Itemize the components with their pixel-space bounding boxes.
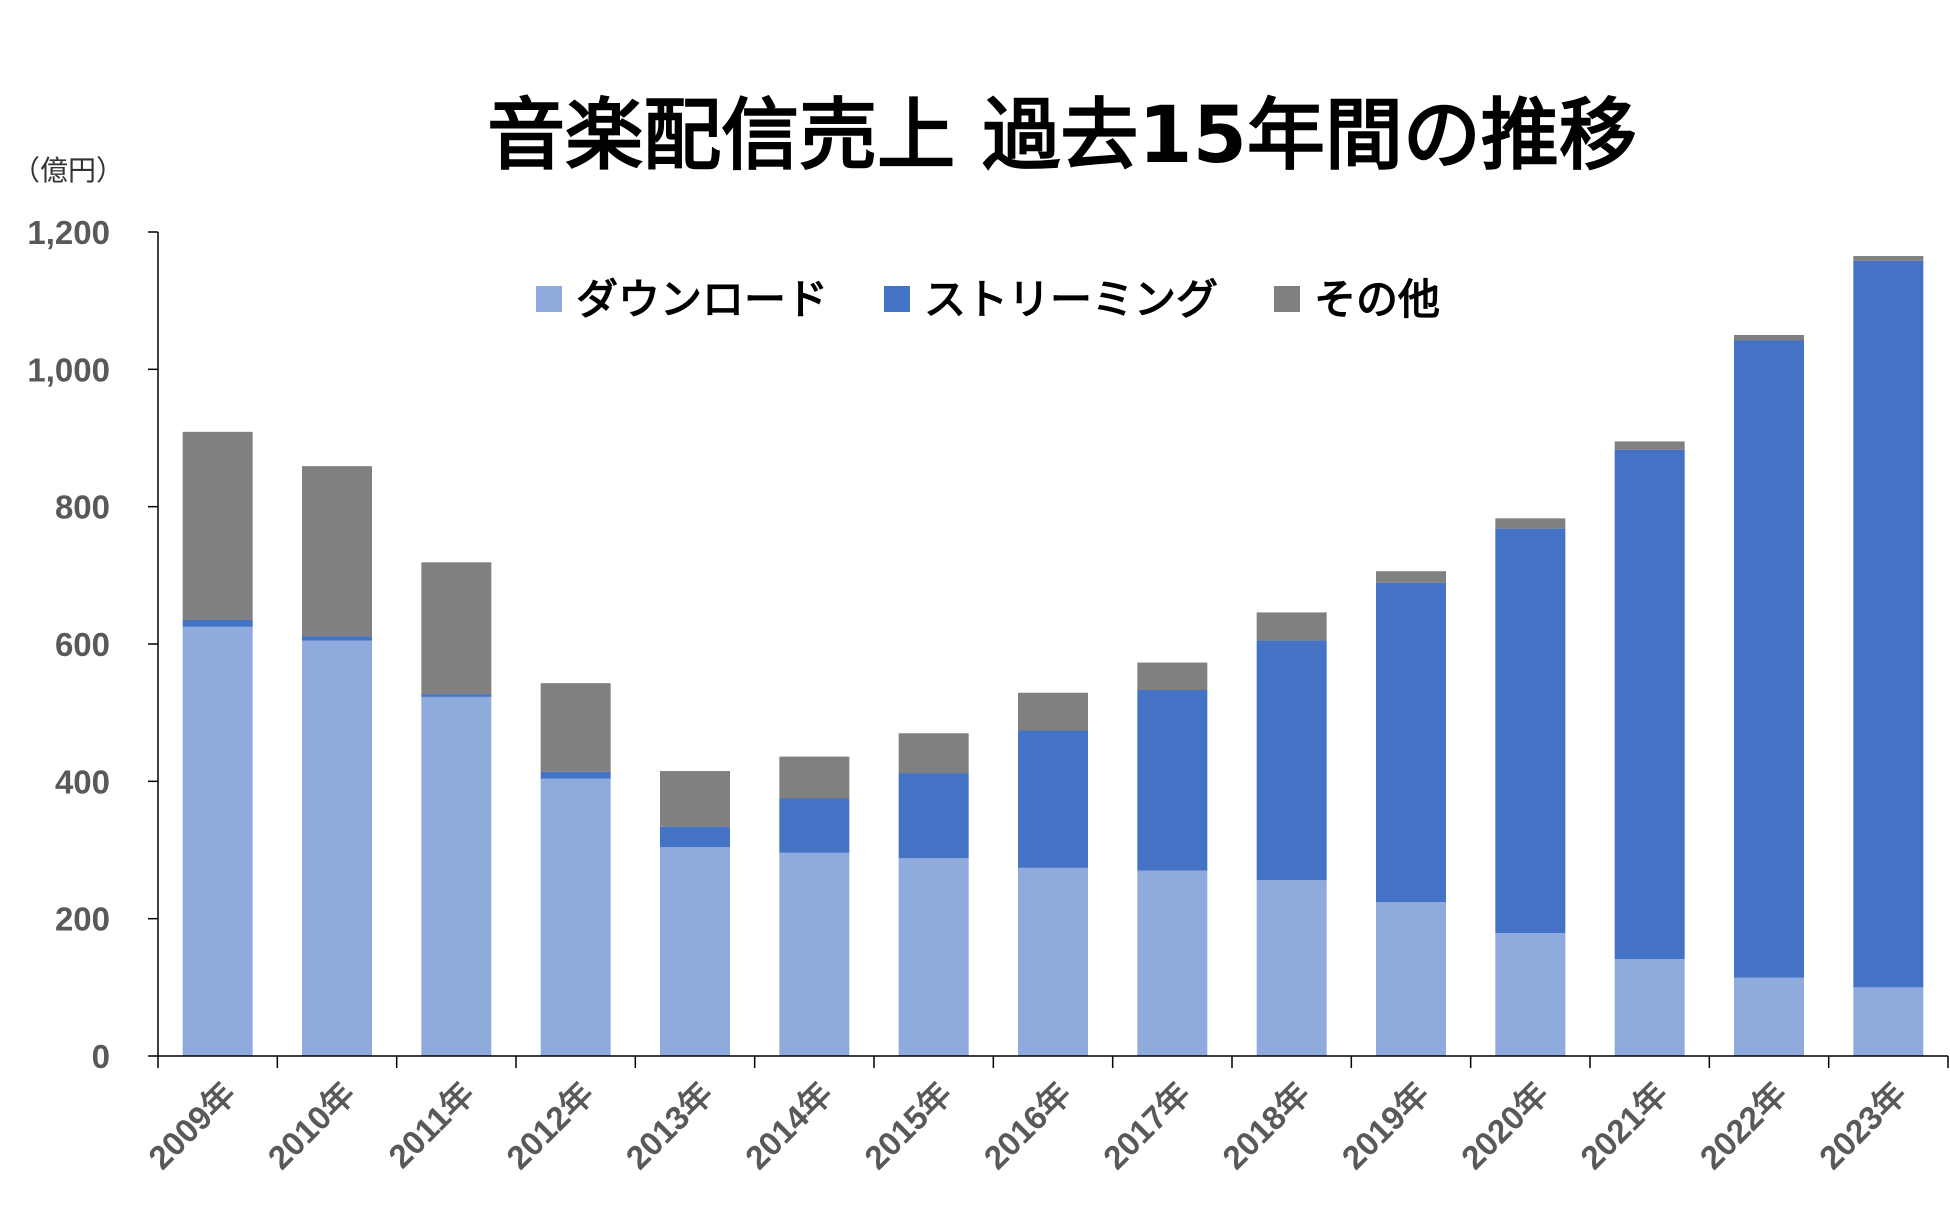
bar-segment-series-0-10 [1376,902,1446,1056]
y-tick-label: 800 [55,489,110,526]
legend-swatch-series-2 [1274,286,1300,312]
bar-segment-series-0-4 [660,847,730,1056]
y-tick-label: 1,200 [27,214,110,251]
legend-swatch-series-0 [536,286,562,312]
bar-segment-series-0-1 [302,640,372,1056]
bars-group [182,256,1924,1056]
bar-segment-series-1-0 [182,619,253,627]
bar-segment-series-1-13 [1734,340,1804,978]
bar-segment-series-1-8 [1137,690,1208,871]
legend-label-series-2: その他 [1314,275,1440,324]
bar-segment-series-1-3 [540,771,611,779]
bar-segment-series-1-6 [898,773,969,859]
bar-segment-series-2-12 [1614,441,1685,450]
bar-segment-series-2-6 [898,733,969,774]
y-tick-label: 600 [55,626,110,663]
bar-segment-series-2-14 [1853,256,1924,261]
bar-segment-series-2-2 [421,562,492,695]
bar-segment-series-2-9 [1256,612,1327,641]
bar-segment-series-1-9 [1256,640,1327,881]
bar-segment-series-0-6 [898,858,969,1056]
bar-segment-series-2-4 [660,771,730,827]
bar-segment-series-0-7 [1018,867,1088,1056]
bar-segment-series-0-14 [1853,987,1924,1056]
bar-segment-series-2-7 [1018,692,1088,731]
bar-segment-series-2-0 [182,431,253,620]
bar-segment-series-1-12 [1614,449,1685,960]
bar-segment-series-1-7 [1018,730,1088,868]
bar-segment-series-0-9 [1256,880,1327,1056]
bar-segment-series-1-2 [421,694,492,697]
bar-segment-series-1-5 [779,798,850,853]
bar-segment-series-2-13 [1734,335,1804,341]
y-unit-label: （億円） [12,154,124,187]
bar-segment-series-0-8 [1137,870,1208,1056]
bar-segment-series-0-11 [1495,933,1566,1056]
y-tick-label: 200 [55,901,110,938]
bar-segment-series-0-2 [421,696,492,1056]
bar-segment-series-0-5 [779,852,850,1056]
bar-segment-series-1-1 [302,636,372,641]
bar-segment-series-0-0 [182,626,253,1056]
legend: ダウンロード ストリーミング その他 [536,275,1440,324]
bar-segment-series-0-13 [1734,977,1804,1056]
bar-segment-series-2-5 [779,756,850,799]
bar-segment-series-2-1 [302,466,372,637]
y-axis: 0 200 400 600 800 1,000 1,200 [27,214,159,1075]
legend-label-series-0: ダウンロード [576,275,828,324]
y-tick-label: 0 [92,1038,110,1075]
legend-swatch-series-1 [884,286,910,312]
bar-segment-series-1-14 [1853,260,1924,988]
bar-segment-series-1-4 [660,826,730,848]
bar-segment-series-0-12 [1614,959,1685,1056]
bar-segment-series-1-10 [1376,582,1446,903]
bar-segment-series-1-11 [1495,528,1566,934]
bar-segment-series-2-3 [540,683,611,772]
bar-segment-series-2-10 [1376,571,1446,583]
chart-title: 音楽配信売上 過去15年間の推移 [487,91,1637,181]
bar-segment-series-2-8 [1137,662,1208,691]
y-tick-label: 400 [55,763,110,800]
legend-label-series-1: ストリーミング [924,275,1218,324]
bar-segment-series-2-11 [1495,518,1566,529]
y-tick-label: 1,000 [27,351,110,388]
bar-segment-series-0-3 [540,778,611,1056]
